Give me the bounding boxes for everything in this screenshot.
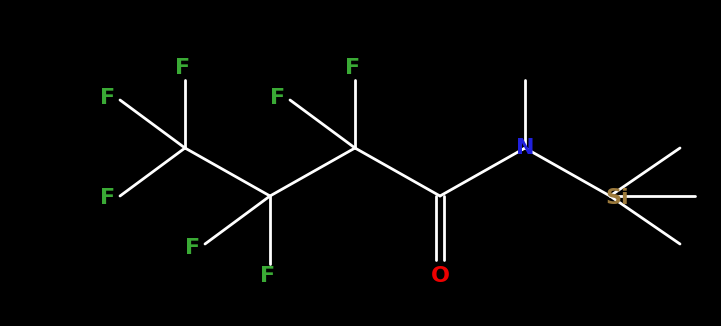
Text: F: F [175,58,190,78]
Text: N: N [516,138,534,158]
Text: O: O [430,266,449,286]
Text: F: F [100,88,115,108]
Text: Si: Si [605,188,629,208]
Text: F: F [260,266,275,286]
Text: F: F [185,238,200,258]
Text: F: F [270,88,286,108]
Text: F: F [100,188,115,208]
Text: F: F [345,58,360,78]
